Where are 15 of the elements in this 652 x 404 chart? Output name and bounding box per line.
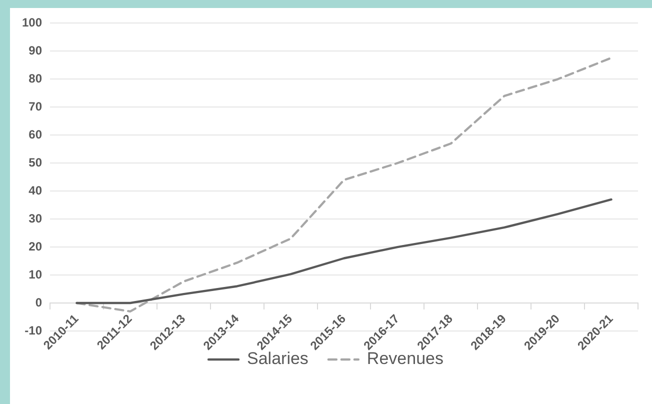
y-tick-label: 100	[22, 16, 42, 30]
y-tick-label: 70	[28, 99, 42, 114]
y-tick-label: 50	[28, 155, 42, 170]
y-tick-label: 40	[28, 183, 42, 198]
y-tick-label: 0	[35, 295, 42, 310]
line-series	[76, 56, 612, 313]
y-tick-label: 80	[28, 71, 42, 86]
y-tick-label: 60	[28, 127, 42, 142]
y-tick-label: 20	[28, 239, 42, 254]
y-tick-label: -10	[24, 323, 42, 338]
legend-label: Salaries	[247, 349, 308, 368]
legend-label: Revenues	[366, 349, 444, 368]
y-tick-label: 30	[28, 211, 42, 226]
y-tick-label: 10	[28, 267, 42, 282]
y-tick-label: 90	[28, 43, 42, 58]
